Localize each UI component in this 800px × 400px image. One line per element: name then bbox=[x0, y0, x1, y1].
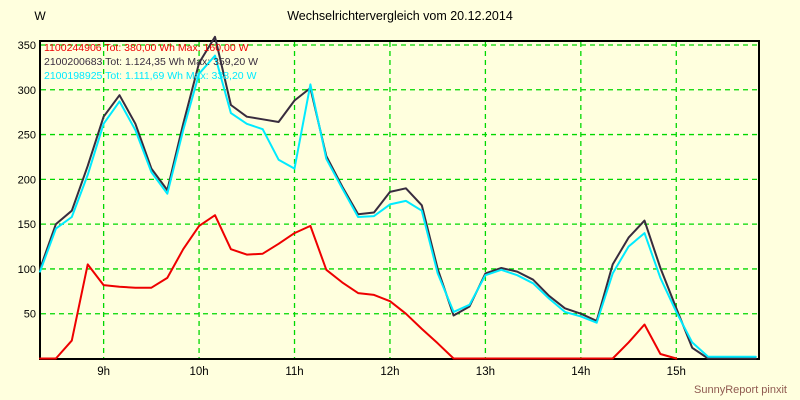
x-tick-label: 10h bbox=[189, 366, 208, 378]
series-line-2100198925 bbox=[39, 54, 757, 358]
y-axis-unit-label: W bbox=[34, 9, 46, 23]
grid-lines bbox=[41, 42, 758, 358]
y-tick-label: 50 bbox=[24, 309, 36, 321]
x-tick-label: 11h bbox=[285, 366, 303, 378]
chart-legend: 1100244906 Tot: 380,00 Wh Max: 160,00 W 2… bbox=[44, 41, 258, 83]
x-tick-label: 15h bbox=[667, 366, 686, 378]
watermark-text: SunnyReport pinxit bbox=[694, 384, 787, 396]
y-tick-label: 100 bbox=[18, 264, 36, 276]
series-line-1100244906 bbox=[39, 214, 678, 360]
y-tick-label: 150 bbox=[18, 219, 36, 231]
y-tick-label: 200 bbox=[18, 174, 36, 186]
x-tick-label: 13h bbox=[476, 366, 495, 378]
y-tick-label: 350 bbox=[18, 40, 36, 52]
x-tick-label: 9h bbox=[97, 366, 110, 378]
legend-entry-2100200683: 2100200683 Tot: 1.124,35 Wh Max: 359,20 … bbox=[44, 56, 259, 68]
x-tick-label: 12h bbox=[380, 366, 399, 378]
x-tick-label: 14h bbox=[571, 366, 590, 378]
y-tick-label: 300 bbox=[18, 85, 36, 97]
plot-border bbox=[39, 40, 760, 360]
chart-title: Wechselrichtervergleich vom 20.12.2014 bbox=[287, 9, 513, 23]
legend-entry-2100198925: 2100198925 Tot: 1.111,69 Wh Max: 338,20 … bbox=[44, 70, 257, 82]
y-tick-label: 250 bbox=[18, 130, 36, 142]
axis-tick-labels: 350 300 250 200 150 100 50 9h 10h 11h 12h 13h 14h 15h bbox=[18, 40, 686, 378]
series-line-2100200683 bbox=[39, 35, 757, 360]
legend-entry-1100244906: 1100244906 Tot: 380,00 Wh Max: 160,00 W bbox=[44, 42, 249, 54]
